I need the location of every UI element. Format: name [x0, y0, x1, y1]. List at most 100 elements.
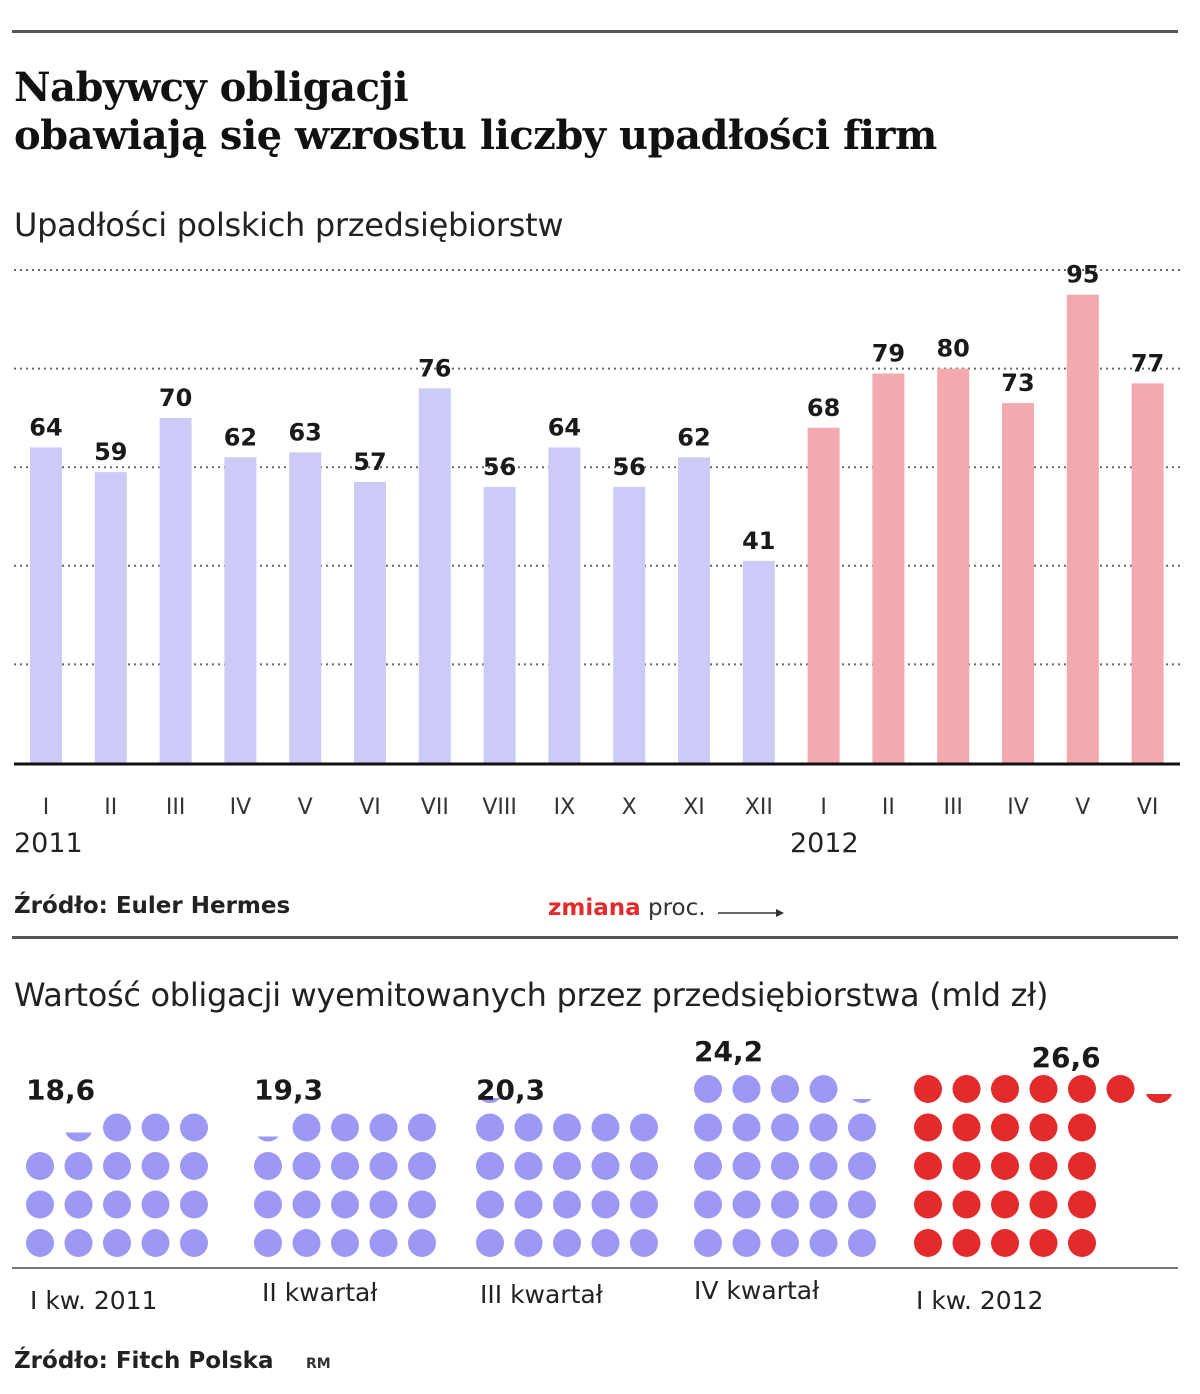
value-dot: [591, 1229, 620, 1257]
title-line-1: Nabywcy obligacji: [14, 64, 409, 111]
value-dot: [180, 1229, 208, 1257]
bar-value-label: 56: [483, 453, 516, 481]
bar-value-label: 41: [742, 527, 775, 555]
x-tick-label: XI: [683, 795, 705, 820]
value-dot: [331, 1113, 359, 1142]
x-tick-label: II: [104, 795, 117, 820]
value-dot: [103, 1113, 131, 1142]
value-dot: [180, 1113, 208, 1142]
bar: [678, 457, 710, 763]
partial-value-dot: [852, 1099, 872, 1103]
value-dot: [141, 1190, 170, 1219]
value-dot: [914, 1190, 942, 1219]
value-dot: [553, 1229, 581, 1257]
value-dot: [408, 1113, 436, 1142]
value-dot: [952, 1190, 981, 1219]
value-dot: [254, 1229, 282, 1257]
value-dot: [630, 1190, 658, 1219]
value-dot: [180, 1190, 208, 1219]
value-dot: [809, 1229, 838, 1257]
group-category-label: I kw. 2011: [30, 1286, 158, 1315]
value-dot: [103, 1152, 131, 1180]
value-dot: [369, 1152, 398, 1180]
bar: [613, 486, 646, 763]
bar: [354, 481, 386, 763]
bar-value-label: 80: [936, 335, 969, 363]
change-label: zmiana proc.: [548, 895, 706, 921]
value-dot: [292, 1152, 321, 1180]
bankruptcy-bar-chart: 64I59II70III62IV63V57VI76VII56VIII64IX56…: [14, 261, 1180, 820]
partial-value-dot: [257, 1136, 279, 1142]
top-rule: [12, 30, 1178, 33]
year-label-2011: 2011: [14, 828, 83, 859]
value-dot: [991, 1113, 1019, 1142]
value-dot: [991, 1152, 1019, 1180]
x-tick-label: XII: [745, 795, 773, 820]
value-dot: [408, 1152, 436, 1180]
value-dot: [952, 1075, 981, 1103]
group-value-label: 18,6: [26, 1074, 95, 1107]
x-tick-label: IX: [554, 795, 576, 820]
value-dot: [1029, 1152, 1058, 1180]
bankruptcy-chart-title: Upadłości polskich przedsiębiorstw: [14, 206, 564, 244]
value-dot: [732, 1075, 761, 1103]
value-dot: [141, 1113, 170, 1142]
value-dot: [476, 1229, 504, 1257]
value-dot: [694, 1113, 722, 1142]
value-dot: [952, 1152, 981, 1180]
page-title: Nabywcy obligacji obawiają się wzrostu l…: [14, 64, 1174, 160]
value-dot: [630, 1152, 658, 1180]
value-dot: [591, 1190, 620, 1219]
value-dot: [771, 1229, 799, 1257]
x-tick-label: II: [882, 795, 895, 820]
value-dot: [254, 1152, 282, 1180]
bar: [937, 368, 970, 763]
bar: [418, 388, 451, 763]
value-dot: [848, 1229, 876, 1257]
value-dot: [630, 1229, 658, 1257]
bar: [1002, 403, 1034, 763]
value-dot: [694, 1152, 722, 1180]
bar-value-label: 76: [418, 354, 451, 382]
bar: [483, 486, 516, 763]
value-dot: [1068, 1152, 1096, 1180]
x-tick-label: IV: [1007, 795, 1029, 820]
value-dot: [848, 1190, 876, 1219]
value-dot: [292, 1229, 321, 1257]
x-tick-label: VI: [1137, 795, 1159, 820]
value-dot: [64, 1152, 93, 1180]
change-label-proc: proc.: [647, 895, 706, 921]
value-dot: [292, 1190, 321, 1219]
value-dot: [771, 1152, 799, 1180]
value-dot: [1029, 1190, 1058, 1219]
arrow-right-icon: [718, 909, 784, 917]
value-dot: [809, 1113, 838, 1142]
value-dot: [1029, 1229, 1058, 1257]
bar: [224, 457, 257, 763]
bar-value-label: 57: [353, 448, 386, 476]
value-dot: [1106, 1075, 1135, 1103]
x-tick-label: I: [43, 795, 50, 820]
value-dot: [991, 1075, 1019, 1103]
title-line-2: obawiają się wzrostu liczby upadłości fi…: [14, 112, 937, 159]
value-dot: [26, 1229, 54, 1257]
value-dot: [64, 1190, 93, 1219]
group-value-label: 20,3: [476, 1074, 545, 1107]
value-dot: [514, 1229, 543, 1257]
value-dot: [141, 1229, 170, 1257]
value-dot: [369, 1229, 398, 1257]
bar: [94, 472, 127, 763]
value-dot: [694, 1229, 722, 1257]
value-dot: [476, 1190, 504, 1219]
bottom-rule: [12, 1267, 1178, 1269]
value-dot: [591, 1113, 620, 1142]
bar: [807, 427, 840, 763]
value-dot: [809, 1190, 838, 1219]
bar: [30, 447, 62, 763]
x-tick-label: VII: [421, 795, 449, 820]
group-value-label: 24,2: [694, 1035, 763, 1068]
value-dot: [476, 1152, 504, 1180]
value-dot: [809, 1075, 838, 1103]
value-dot: [914, 1075, 942, 1103]
value-dot: [26, 1190, 54, 1219]
